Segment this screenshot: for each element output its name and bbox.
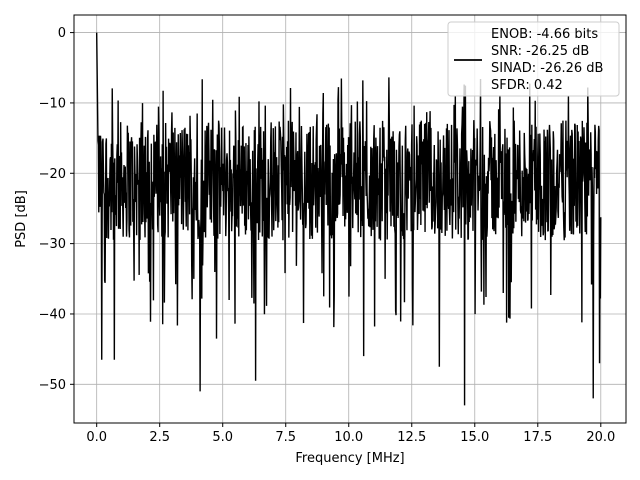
- ticks: 0.0 2.5 5.0 7.5 10.0 12.5 15.0 17.5 20.0 0 −10 −20 −…: [39, 26, 616, 445]
- y-tick-label: −10: [39, 96, 66, 111]
- x-tick-label: 12.5: [397, 430, 426, 445]
- x-tick-label: 0.0: [86, 430, 107, 445]
- x-tick-label: 15.0: [460, 430, 489, 445]
- legend-label-line: ENOB: -4.66 bits: [491, 27, 598, 42]
- legend-label-line: SFDR: 0.42: [491, 78, 563, 93]
- y-tick-label: −40: [39, 307, 66, 322]
- x-axis-title: Frequency [MHz]: [295, 451, 404, 466]
- y-tick-label: −50: [39, 378, 66, 393]
- legend-box: [447, 21, 620, 97]
- x-tick-label: 5.0: [212, 430, 233, 445]
- x-tick-label: 20.0: [586, 430, 615, 445]
- x-tick-label: 17.5: [523, 430, 552, 445]
- x-tick-label: 7.5: [275, 430, 296, 445]
- plot-area: [95, 32, 602, 406]
- x-tick-label: 10.0: [334, 430, 363, 445]
- legend-label-line: SINAD: -26.26 dB: [491, 61, 603, 76]
- y-axis-title: PSD [dB]: [14, 190, 29, 248]
- legend-label-line: SNR: -26.25 dB: [491, 44, 589, 59]
- axes-frame: [73, 14, 627, 424]
- series-line: [95, 32, 602, 406]
- y-tick-label: −20: [39, 167, 66, 182]
- legend-entry: ENOB: -4.66 bits SNR: -26.25 dB SINAD: -26…: [491, 27, 603, 93]
- x-tick-label: 2.5: [149, 430, 170, 445]
- y-tick-label: 0: [58, 26, 66, 41]
- legend: ENOB: -4.66 bits SNR: -26.25 dB SINAD: -26…: [447, 21, 620, 97]
- y-tick-label: −30: [39, 237, 66, 252]
